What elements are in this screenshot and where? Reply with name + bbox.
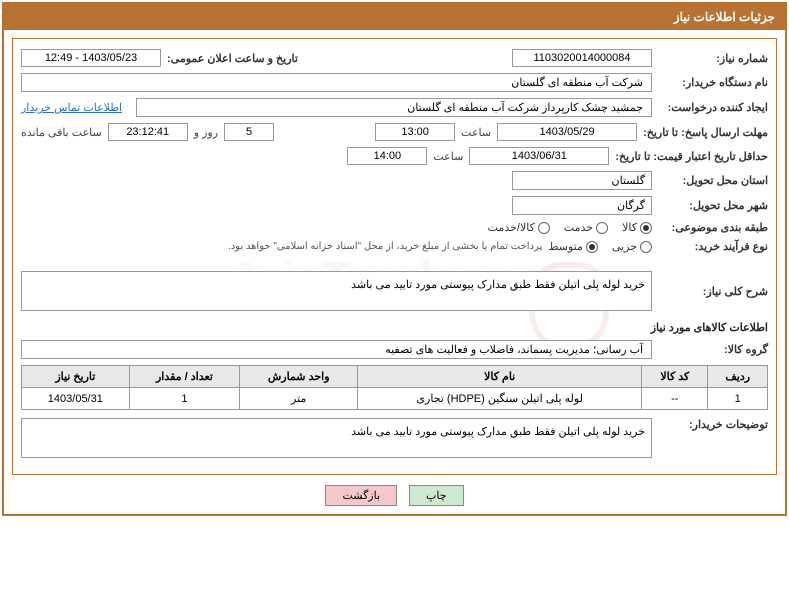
radio-icon: [586, 241, 598, 253]
buyer-org-field: شرکت آب منطقه ای گلستان: [21, 73, 652, 92]
reply-time-field: 13:00: [375, 123, 455, 141]
subject-radio-group: کالا خدمت کالا/خدمت: [488, 221, 652, 234]
time-label-2: ساعت: [433, 150, 463, 163]
table-row: 1--لوله پلی اتیلن سنگین (HDPE) تجاریمتر1…: [22, 388, 768, 410]
time-label-1: ساعت: [461, 126, 491, 139]
price-date-field: 1403/06/31: [469, 147, 609, 165]
table-cell: 1: [708, 388, 768, 410]
goods-info-title: اطلاعات کالاهای مورد نیاز: [21, 321, 768, 334]
purchase-radio-group: جزیی متوسط: [548, 240, 652, 253]
purchase-radio-0[interactable]: جزیی: [612, 240, 652, 253]
radio-label: خدمت: [564, 221, 593, 234]
table-header: واحد شمارش: [240, 366, 358, 388]
overall-desc-field: خرید لوله پلی اتیلن فقط طبق مدارک پیوستی…: [21, 271, 652, 311]
table-header: تعداد / مقدار: [129, 366, 239, 388]
subject-radio-0[interactable]: کالا: [622, 221, 652, 234]
radio-label: کالا: [622, 221, 637, 234]
table-header: ردیف: [708, 366, 768, 388]
price-time-field: 14:00: [347, 147, 427, 165]
purchase-radio-1[interactable]: متوسط: [548, 240, 598, 253]
reply-date-field: 1403/05/29: [497, 123, 637, 141]
goods-table: ردیفکد کالانام کالاواحد شمارشتعداد / مقد…: [21, 365, 768, 410]
print-button[interactable]: چاپ: [409, 485, 464, 506]
details-panel: شماره نیاز: 1103020014000084 تاریخ و ساع…: [12, 38, 777, 475]
back-button[interactable]: بازگشت: [325, 485, 397, 506]
goods-group-field: آب رسانی؛ مدیریت پسماند، فاضلاب و فعالیت…: [21, 340, 652, 359]
requester-field: جمشید چشک کارپرداز شرکت آب منطقه ای گلست…: [136, 98, 652, 117]
radio-icon: [640, 241, 652, 253]
table-cell: 1: [129, 388, 239, 410]
time-remaining-field: 23:12:41: [108, 123, 188, 141]
province-field: گلستان: [512, 171, 652, 190]
subject-class-label: طبقه بندی موضوعی:: [658, 221, 768, 234]
subject-radio-1[interactable]: خدمت: [564, 221, 608, 234]
province-label: استان محل تحویل:: [658, 174, 768, 187]
price-validity-label: حداقل تاریخ اعتبار قیمت: تا تاریخ:: [615, 150, 768, 163]
buyer-notes-field: خرید لوله پلی اتیلن فقط طبق مدارک پیوستی…: [21, 418, 652, 458]
radio-label: متوسط: [548, 240, 583, 253]
buyer-contact-link[interactable]: اطلاعات تماس خریدار: [21, 101, 122, 114]
goods-group-label: گروه کالا:: [658, 343, 768, 356]
announce-dt-label: تاریخ و ساعت اعلان عمومی:: [167, 52, 298, 65]
announce-dt-field: 1403/05/23 - 12:49: [21, 49, 161, 67]
table-header: کد کالا: [642, 366, 708, 388]
radio-label: کالا/خدمت: [488, 221, 535, 234]
table-header: تاریخ نیاز: [22, 366, 130, 388]
need-no-field: 1103020014000084: [512, 49, 652, 67]
radio-label: جزیی: [612, 240, 637, 253]
purchase-note: پرداخت تمام یا بخشی از مبلغ خرید، از محل…: [228, 241, 542, 252]
table-cell: متر: [240, 388, 358, 410]
overall-desc-label: شرح کلی نیاز:: [658, 285, 768, 298]
city-field: گرگان: [512, 196, 652, 215]
purchase-type-label: نوع فرآیند خرید:: [658, 240, 768, 253]
remaining-label: ساعت باقی مانده: [21, 126, 102, 139]
table-header: نام کالا: [358, 366, 642, 388]
reply-deadline-label: مهلت ارسال پاسخ: تا تاریخ:: [643, 126, 768, 139]
radio-icon: [538, 222, 550, 234]
table-cell: لوله پلی اتیلن سنگین (HDPE) تجاری: [358, 388, 642, 410]
main-frame: جزئیات اطلاعات نیاز شماره نیاز: 11030200…: [2, 2, 787, 516]
subject-radio-2[interactable]: کالا/خدمت: [488, 221, 550, 234]
buyer-notes-label: توضیحات خریدار:: [658, 418, 768, 431]
need-no-label: شماره نیاز:: [658, 52, 768, 65]
city-label: شهر محل تحویل:: [658, 199, 768, 212]
radio-icon: [596, 222, 608, 234]
days-and-label: روز و: [194, 126, 218, 139]
page-title: جزئیات اطلاعات نیاز: [4, 4, 785, 30]
table-cell: 1403/05/31: [22, 388, 130, 410]
table-cell: --: [642, 388, 708, 410]
buyer-org-label: نام دستگاه خریدار:: [658, 76, 768, 89]
requester-label: ایجاد کننده درخواست:: [658, 101, 768, 114]
days-remaining-field: 5: [224, 123, 274, 141]
radio-icon: [640, 222, 652, 234]
